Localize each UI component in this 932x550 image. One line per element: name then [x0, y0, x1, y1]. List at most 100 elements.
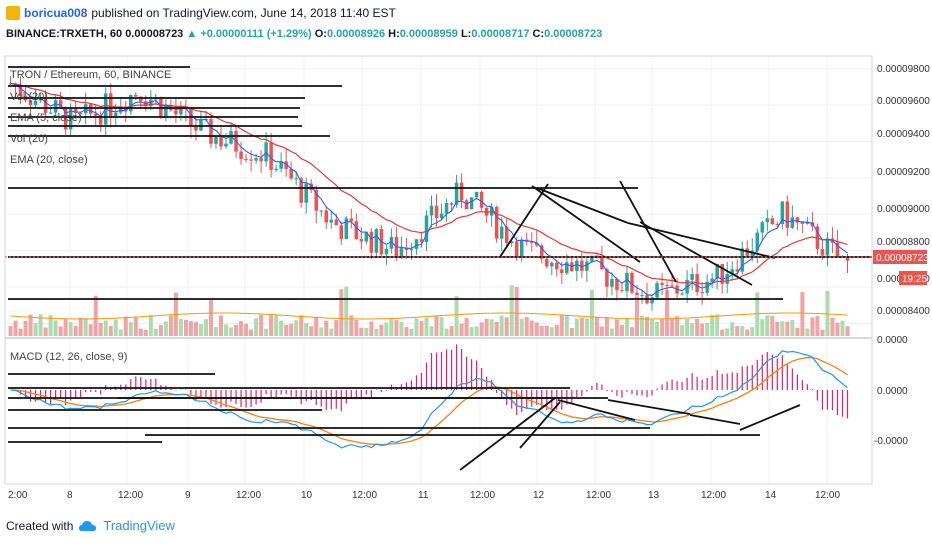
candle-body	[88, 104, 93, 114]
macd-histogram	[14, 344, 849, 419]
volume-bar	[294, 320, 299, 336]
countdown-badge	[899, 271, 927, 285]
candles[interactable]	[8, 76, 850, 311]
legend-main[interactable]: TRON / Ethereum, 60, BINANCE	[10, 69, 171, 81]
volume-bar	[589, 289, 594, 336]
volume-bar	[514, 286, 519, 336]
volume-bar	[730, 322, 735, 336]
volume-bar	[479, 322, 484, 336]
candle-body	[254, 158, 258, 161]
candle-body	[354, 221, 359, 240]
candle-body	[199, 119, 203, 131]
candle-body	[53, 100, 58, 113]
candle-body	[174, 110, 178, 115]
volume-bar	[309, 326, 314, 336]
candle-body	[825, 238, 830, 256]
volume-bar	[48, 315, 53, 336]
ema-lines	[10, 83, 848, 297]
candle-body	[259, 158, 263, 162]
candle-body	[249, 159, 253, 161]
legend-ema-20[interactable]: EMA (20, close)	[10, 154, 88, 166]
avatar[interactable]	[6, 6, 20, 20]
time-tick: 10	[301, 490, 313, 501]
candle-body	[344, 218, 349, 240]
candle-body	[740, 248, 744, 272]
volume-bar	[404, 326, 409, 336]
publish-info: boricua008 published on TradingView.com,…	[6, 6, 396, 20]
volume-bar	[198, 324, 203, 336]
candle-body	[660, 283, 664, 285]
volume-bar	[519, 318, 524, 336]
volume-bar	[394, 320, 399, 336]
candle-body	[565, 262, 569, 274]
candle-body	[58, 100, 63, 107]
legend-ema-5[interactable]: EMA (5, close)	[10, 112, 82, 124]
candle-body	[459, 182, 464, 201]
volume-bar	[624, 317, 629, 336]
trendline	[689, 414, 741, 425]
volume-bar	[354, 319, 359, 336]
time-tick: 9	[185, 490, 191, 501]
username-link[interactable]: boricua008	[24, 6, 88, 20]
low-label: L:	[460, 28, 472, 40]
volume-bar	[118, 329, 123, 336]
legend-macd[interactable]: MACD (12, 26, close, 9)	[10, 351, 127, 363]
time-tick: 12	[533, 490, 545, 501]
candle-body	[765, 218, 770, 223]
candle-body	[429, 205, 434, 216]
candle-body	[575, 260, 579, 272]
volume-bar	[594, 317, 599, 336]
volume-bar	[128, 322, 133, 336]
trendline	[531, 185, 641, 263]
volume-bar	[399, 322, 404, 336]
volume-bar	[765, 315, 770, 336]
volume-bar	[750, 327, 755, 336]
candle-body	[404, 247, 409, 250]
tradingview-brand[interactable]: TradingView	[103, 518, 175, 533]
candle-body	[775, 224, 780, 226]
volume-bar	[604, 317, 609, 336]
candle-body	[720, 264, 724, 284]
candle-body	[509, 241, 514, 244]
volume-bar	[158, 325, 163, 336]
volume-bar	[459, 323, 464, 336]
candle-body	[540, 245, 544, 259]
volume-bar	[474, 326, 479, 336]
candle-body	[289, 168, 293, 179]
volume-bar	[429, 326, 434, 336]
volume-bar	[579, 317, 584, 336]
volume-bar	[374, 328, 379, 336]
volume-bar	[770, 316, 775, 336]
time-tick: 13	[648, 490, 660, 501]
time-tick: 12:00	[586, 490, 611, 501]
time-axis[interactable]: 2:00 8 12:00 9 12:00 10 12:00 11 12:00 1…	[8, 490, 840, 501]
volume-bar	[614, 319, 619, 336]
legend-vol-2[interactable]: Vol (20)	[10, 133, 48, 145]
volume-bar	[314, 316, 319, 336]
candle-body	[760, 222, 765, 233]
candle-body	[409, 248, 414, 250]
legend-vol-1[interactable]: Vol (20)	[10, 91, 48, 103]
candle-body	[730, 269, 734, 275]
price-tick: 0.00008800	[877, 237, 930, 248]
symbol-label: BINANCE:TRXETH, 60	[6, 28, 123, 40]
volume-bar	[279, 320, 284, 336]
volume-bar	[715, 314, 720, 336]
candle-body	[274, 168, 278, 170]
candle-body	[635, 292, 639, 296]
volume-bar	[419, 321, 424, 336]
volume-bar	[249, 329, 254, 336]
price-tick: 0.00009000	[877, 204, 930, 215]
volume-bar	[203, 319, 208, 336]
candle-body	[134, 95, 138, 97]
candle-body	[419, 239, 424, 243]
volume-bar	[489, 319, 494, 336]
candle-body	[735, 269, 739, 272]
volume-bar	[299, 315, 304, 336]
candle-body	[299, 178, 303, 203]
candle-body	[580, 260, 584, 271]
drawn-trendlines[interactable]	[8, 66, 872, 471]
candle-body	[780, 201, 785, 225]
candle-body	[504, 226, 509, 244]
